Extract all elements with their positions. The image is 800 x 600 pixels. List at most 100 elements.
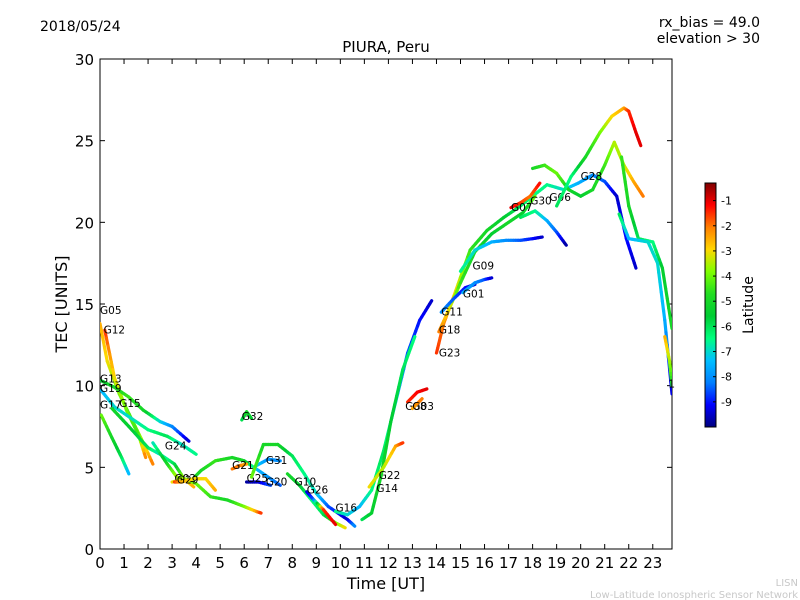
series-label: G26: [307, 484, 329, 496]
series-label: G20: [266, 476, 288, 488]
x-tick-label: 20: [571, 554, 590, 572]
series-segment: [660, 266, 666, 280]
series-segment: [277, 482, 282, 487]
series-g24: [151, 441, 282, 487]
series-g22: [367, 441, 405, 489]
series-segment: [638, 141, 643, 148]
series-label: G10: [295, 476, 317, 488]
x-tick-label: 12: [379, 554, 398, 572]
x-tick-label: 8: [287, 554, 297, 572]
series-g21: [230, 462, 249, 471]
series-g29: [172, 477, 217, 492]
x-tick-label: 1: [119, 554, 129, 572]
y-tick-label: 25: [75, 133, 94, 151]
series-g26: [305, 490, 338, 527]
series-label: G30: [530, 195, 552, 207]
series-label: G12: [104, 324, 126, 336]
series-segment: [665, 296, 671, 310]
series-g28: [555, 106, 643, 208]
series-g07: [509, 181, 542, 210]
series-g32: [240, 410, 254, 422]
latitude-colorbar: -1 -2 -3 -4 -5 -6 -7 -8 -9: [704, 182, 732, 428]
colorbar-tick-label: -7: [721, 346, 732, 359]
series-label: G32: [242, 411, 264, 423]
series-segment: [639, 192, 645, 198]
series-label: G01: [463, 288, 485, 300]
series-g02: [170, 477, 263, 515]
x-tick-label: 14: [427, 554, 446, 572]
x-tick-label: 10: [331, 554, 350, 572]
series-segment: [658, 280, 663, 294]
x-tick-label: 21: [595, 554, 614, 572]
colorbar-tick-label: -3: [721, 245, 732, 258]
series-g14: [360, 335, 417, 522]
series-g20: [249, 442, 357, 528]
colorbar-tick-label: -5: [721, 295, 732, 308]
date-label: 2018/05/24: [40, 19, 121, 35]
x-tick-label: 11: [355, 554, 374, 572]
series-g30: [518, 209, 568, 247]
series-segment: [142, 452, 148, 460]
series-label: G17: [100, 400, 122, 412]
series-segment: [662, 276, 668, 290]
series-g08: [406, 387, 429, 404]
series-g19: [100, 388, 198, 456]
footer-lisn: LISN: [776, 578, 798, 589]
series-segment: [663, 318, 668, 335]
series-label: G23: [439, 347, 461, 359]
series-segment: [668, 316, 672, 331]
colorbar-label: Latitude: [741, 276, 757, 334]
series-label: G24: [165, 440, 187, 452]
y-tick-label: 0: [84, 541, 94, 559]
series-label: G16: [336, 502, 358, 514]
series-segment: [418, 397, 424, 402]
x-tick-label: 4: [191, 554, 201, 572]
series-label: G11: [441, 306, 463, 318]
series-segment: [184, 437, 191, 443]
series-segment: [563, 241, 568, 247]
series-segment: [661, 309, 667, 322]
series-label: 1: [668, 378, 675, 390]
x-tick-label: 23: [643, 554, 662, 572]
series-segment: [655, 261, 661, 275]
series-segment: [663, 286, 669, 300]
colorbar-tick-label: -9: [721, 396, 732, 409]
series-segment: [192, 451, 198, 456]
series-segment: [632, 261, 638, 270]
series-label: G07: [511, 202, 533, 214]
series-g17: [100, 413, 131, 476]
series-label: G15: [119, 398, 141, 410]
x-tick-label: 18: [523, 554, 542, 572]
series-label: G18: [439, 324, 461, 336]
x-tick-label: 16: [475, 554, 494, 572]
colorbar-tick-label: -4: [721, 270, 732, 283]
colorbar-gradient: [704, 182, 717, 428]
series-segment: [536, 181, 542, 187]
chart-title: PIURA, Peru: [342, 38, 429, 56]
footer-network: Low-Latitude Ionospheric Sensor Network: [590, 590, 798, 600]
x-tick-label: 0: [95, 554, 105, 572]
x-tick-label: 3: [167, 554, 177, 572]
series-segment: [667, 306, 672, 321]
series-g12: [103, 328, 148, 460]
series-segment: [331, 520, 338, 527]
series-label: G31: [266, 455, 288, 467]
series-segment: [411, 335, 417, 344]
x-tick-label: 13: [403, 554, 422, 572]
elevation-label: elevation > 30: [657, 31, 760, 47]
x-tick-label: 2: [143, 554, 153, 572]
series-label: G03: [412, 401, 434, 413]
series-segment: [341, 525, 347, 530]
x-tick-label: 7: [263, 554, 273, 572]
x-tick-label: 9: [312, 554, 322, 572]
series-segment: [126, 469, 131, 476]
series-g09: [458, 235, 544, 273]
series-segment: [212, 486, 217, 492]
x-tick-label: 19: [547, 554, 566, 572]
series-segment: [428, 299, 434, 306]
series-g03: [410, 397, 424, 411]
series-label: G19: [100, 383, 122, 395]
series-segment: [351, 523, 357, 528]
series-segment: [400, 441, 405, 445]
